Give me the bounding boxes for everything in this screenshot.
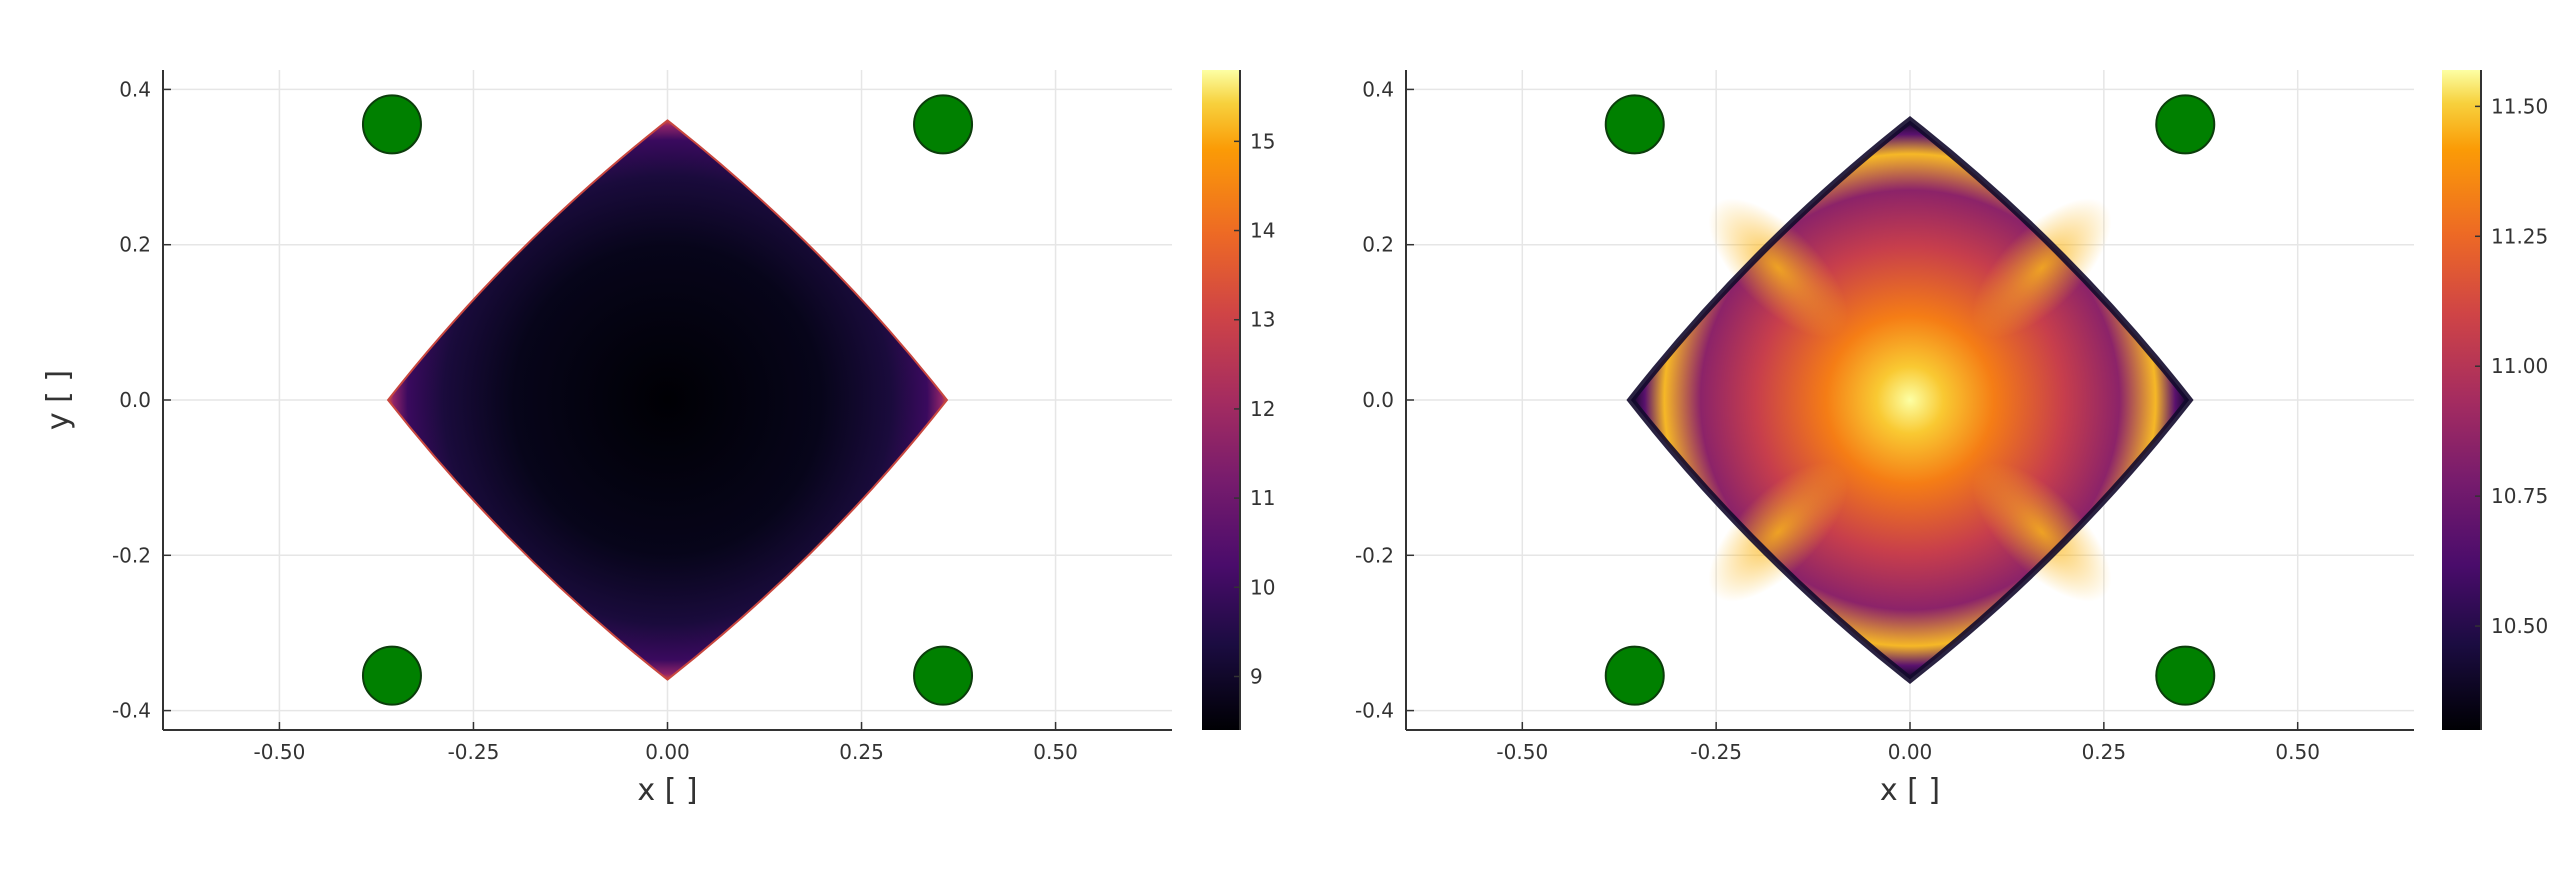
x-tick-label: 0.00: [1888, 740, 1933, 764]
colorbar-tick-label: 10.50: [2491, 614, 2548, 638]
x-tick-label: -0.25: [1690, 740, 1742, 764]
heatmap-swirl: [1708, 462, 1848, 602]
colorbar: [2442, 70, 2481, 730]
x-axis-title: x [ ]: [1880, 773, 1940, 808]
colorbar-tick-label: 9: [1250, 664, 1263, 688]
colorbar-tick-label: 13: [1250, 308, 1275, 332]
x-tick-label: 0.25: [839, 740, 884, 764]
y-tick-label: 0.2: [1362, 233, 1394, 257]
colorbar-tick-label: 11: [1250, 486, 1275, 510]
y-tick-label: 0.0: [1362, 388, 1394, 412]
green-marker: [1604, 645, 1665, 706]
green-marker: [361, 645, 422, 706]
x-axis-title: x [ ]: [637, 773, 697, 808]
y-tick-label: -0.4: [112, 699, 151, 723]
green-marker: [2155, 94, 2216, 155]
heatmap-edge: [1626, 116, 2194, 684]
heatmap-swirl: [1972, 198, 2112, 338]
green-marker: [2155, 645, 2216, 706]
colorbar-tick-label: 10.75: [2491, 484, 2548, 508]
y-axis-title: y [ ]: [41, 370, 76, 430]
x-tick-label: 0.50: [1033, 740, 1078, 764]
x-tick-label: -0.50: [1496, 740, 1548, 764]
x-tick-label: 0.50: [2275, 740, 2320, 764]
y-tick-label: 0.4: [1362, 77, 1394, 101]
colorbar-tick-label: 11.00: [2491, 354, 2548, 378]
heatmap-edge: [386, 119, 949, 681]
x-tick-label: 0.25: [2082, 740, 2127, 764]
chart-panel-1: -0.50 -0.25 0.00 0.25 0.50 0.4 0.2 0.0 -0.2 -0.4 x…: [41, 70, 1275, 808]
y-tick-label: 0.4: [119, 77, 151, 101]
green-marker: [913, 645, 974, 706]
colorbar-tick-label: 10: [1250, 575, 1275, 599]
x-tick-label: -0.25: [448, 740, 500, 764]
green-marker: [913, 94, 974, 155]
y-tick-label: -0.2: [1355, 543, 1394, 567]
heatmap-swirl: [1972, 462, 2112, 602]
heatmap-swirl: [1708, 198, 1848, 338]
green-marker: [1604, 94, 1665, 155]
x-tick-label: 0.00: [645, 740, 690, 764]
colorbar-tick-label: 11.50: [2491, 94, 2548, 118]
y-tick-label: 0.0: [119, 388, 151, 412]
y-tick-label: -0.2: [112, 543, 151, 567]
chart-panel-2: -0.50 -0.25 0.00 0.25 0.50 0.4 0.2 0.0 -0.2 -0.4 x…: [1355, 70, 2548, 808]
colorbar-tick-label: 14: [1250, 219, 1275, 243]
colorbar-tick-label: 12: [1250, 397, 1275, 421]
colorbar-tick-label: 11.25: [2491, 224, 2548, 248]
x-tick-label: -0.50: [254, 740, 306, 764]
y-tick-label: 0.2: [119, 233, 151, 257]
y-tick-label: -0.4: [1355, 699, 1394, 723]
colorbar: [1202, 70, 1240, 730]
heatmap-region: [388, 120, 947, 680]
colorbar-tick-label: 15: [1250, 129, 1275, 153]
green-marker: [361, 94, 422, 155]
